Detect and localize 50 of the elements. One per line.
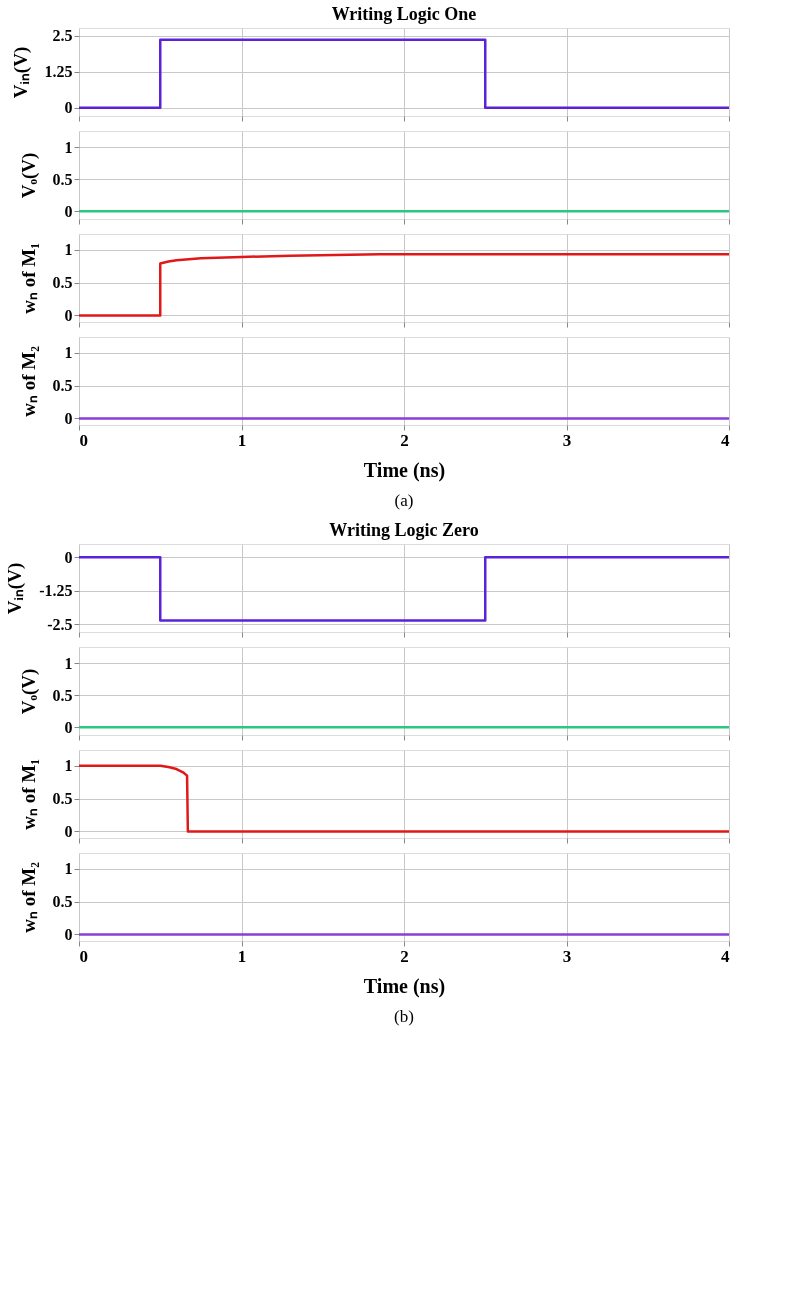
- y-axis-title: wₙ of M₁: [17, 759, 39, 830]
- y-axis-title: Vₒ(V): [17, 668, 40, 715]
- x-tick-label: 3: [562, 946, 572, 966]
- y-tick-label: 1: [64, 860, 73, 878]
- y-tick-label: 0: [64, 718, 73, 736]
- y-tick-label: 0.5: [52, 170, 73, 188]
- y-tick-label: 1: [64, 654, 73, 672]
- y-axis-title: wₙ of M₂: [17, 861, 39, 933]
- y-tick-label: 2.5: [52, 27, 73, 44]
- y-tick-label: 1.25: [44, 63, 73, 81]
- line-series: [77, 764, 731, 833]
- x-tick-label: 2: [400, 430, 409, 450]
- chart-title: Writing Logic One: [331, 3, 477, 24]
- y-tick-label: 0: [64, 306, 73, 324]
- text: (a): [394, 491, 414, 510]
- y-tick-label: 0: [64, 548, 73, 566]
- y-tick-label: -2.5: [47, 615, 73, 633]
- y-tick-label: 1: [64, 241, 73, 259]
- x-axis-title: Time (ns): [363, 458, 446, 482]
- y-tick-label: 1: [64, 757, 73, 775]
- y-axis-title: Vₒ(V): [17, 152, 40, 199]
- x-tick-label: 3: [562, 430, 572, 450]
- y-tick-label: 0.5: [52, 377, 73, 395]
- x-tick-label: 4: [721, 946, 730, 966]
- x-axis-title: Time (ns): [363, 974, 446, 998]
- chart-title: Writing Logic Zero: [329, 520, 479, 540]
- x-tick-label: 4: [721, 430, 730, 450]
- x-tick-label: 0: [79, 430, 88, 450]
- y-axis-title: Vᵢₙ(V): [4, 562, 27, 615]
- y-tick-label: 0.5: [52, 274, 73, 292]
- y-tick-label: 0.5: [52, 790, 73, 808]
- y-axis-title: Vᵢₙ(V): [9, 46, 32, 99]
- y-axis-title: wₙ of M₂: [17, 345, 39, 417]
- y-tick-label: 0.5: [52, 893, 73, 911]
- y-tick-label: 0: [64, 409, 73, 427]
- x-tick-label: 2: [400, 946, 409, 966]
- y-tick-label: 1: [64, 138, 73, 156]
- y-tick-label: 1: [64, 344, 73, 362]
- y-tick-label: 0.5: [52, 686, 73, 704]
- y-axis-title: wₙ of M₁: [17, 243, 39, 314]
- y-tick-label: 0: [64, 925, 73, 943]
- y-tick-label: 0: [64, 822, 73, 840]
- x-tick-label: 1: [237, 430, 247, 450]
- y-tick-label: 0: [64, 202, 73, 220]
- text: (b): [394, 1007, 414, 1026]
- y-tick-label: 0: [64, 99, 73, 117]
- line-series: [77, 253, 731, 317]
- x-tick-label: 1: [237, 946, 247, 966]
- x-tick-label: 0: [79, 946, 88, 966]
- y-tick-label: -1.25: [39, 582, 73, 600]
